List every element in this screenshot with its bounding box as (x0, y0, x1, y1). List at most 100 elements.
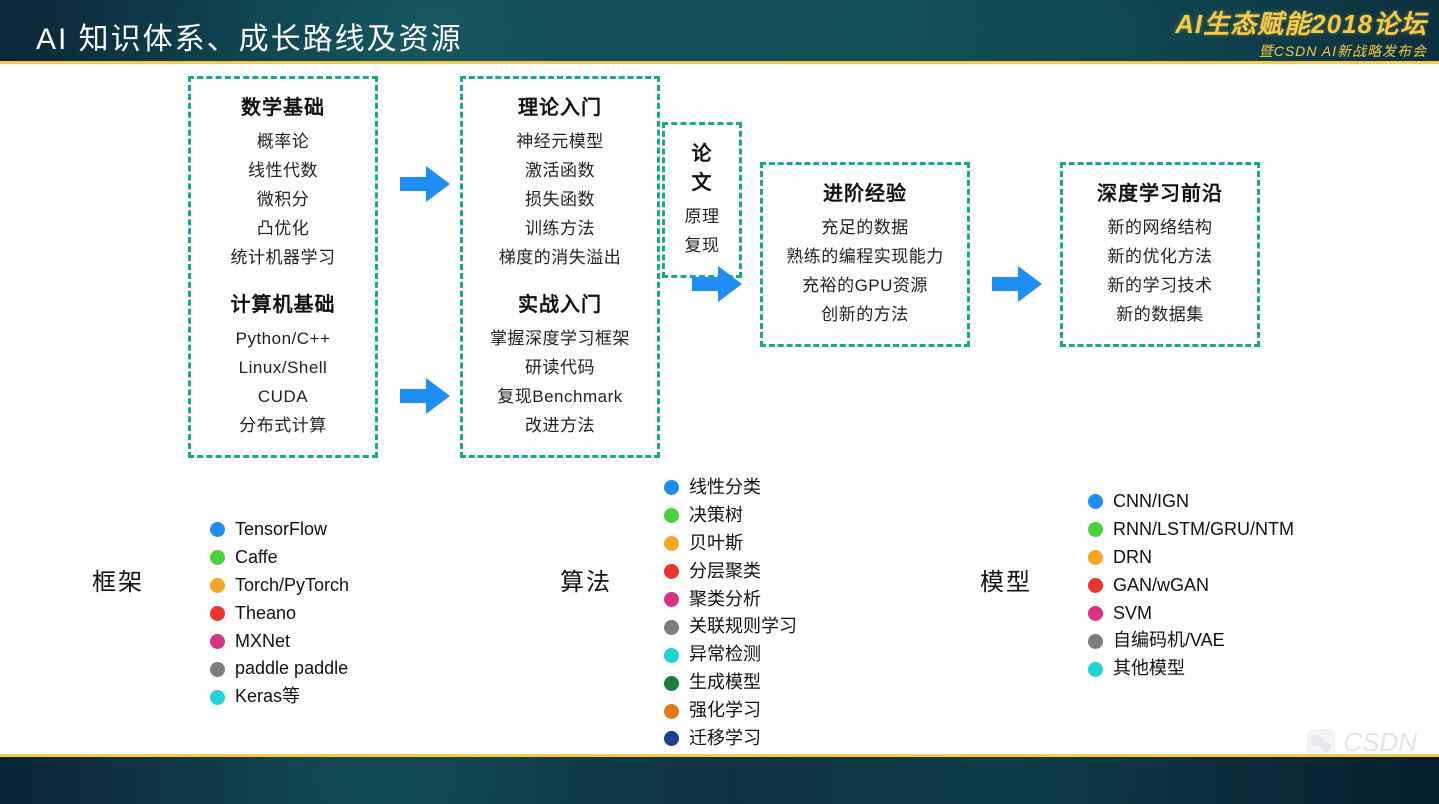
bullet-frameworks-1: Caffe (210, 544, 349, 572)
arrow-2 (690, 262, 744, 306)
arrow-0 (398, 162, 452, 206)
bullet-models-2: DRN (1088, 544, 1294, 572)
bullet-text: 其他模型 (1113, 655, 1185, 683)
brand-sub: 暨CSDN AI新战略发布会 (1175, 41, 1427, 61)
bullet-text: 强化学习 (689, 697, 761, 725)
bullet-list-models: CNN/IGNRNN/LSTM/GRU/NTMDRNGAN/wGANSVM自编码… (1088, 488, 1294, 683)
bullet-models-4: SVM (1088, 600, 1294, 628)
top-banner: AI 知识体系、成长路线及资源 AI生态赋能2018论坛 暨CSDN AI新战略… (0, 0, 1439, 64)
box-foundations-item-0-4: 统计机器学习 (209, 244, 357, 273)
bullet-models-0: CNN/IGN (1088, 488, 1294, 516)
bullet-text: GAN/wGAN (1113, 572, 1209, 600)
bullet-models-6: 其他模型 (1088, 655, 1294, 683)
box-advanced: 进阶经验充足的数据熟练的编程实现能力充裕的GPU资源创新的方法 (760, 162, 970, 347)
box-intro-item-0-3: 训练方法 (481, 215, 639, 244)
bottom-banner (0, 754, 1439, 804)
box-foundations-item-1-3: 分布式计算 (209, 412, 357, 441)
bullet-text: 贝叶斯 (689, 530, 743, 558)
dot-icon (664, 704, 679, 719)
box-frontier-title-0: 深度学习前沿 (1081, 177, 1239, 206)
box-foundations-title-0: 数学基础 (209, 91, 357, 120)
bullet-text: Caffe (235, 544, 278, 572)
dot-icon (664, 620, 679, 635)
bullet-frameworks-4: MXNet (210, 628, 349, 656)
bullet-text: SVM (1113, 600, 1152, 628)
dot-icon (1088, 606, 1103, 621)
dot-icon (1088, 494, 1103, 509)
box-foundations-item-1-2: CUDA (209, 383, 357, 412)
page-title: AI 知识体系、成长路线及资源 (36, 14, 463, 58)
bullet-text: 决策树 (689, 502, 743, 530)
box-foundations-item-0-1: 线性代数 (209, 157, 357, 186)
box-frontier-item-0-0: 新的网络结构 (1081, 214, 1239, 243)
box-foundations-item-1-0: Python/C++ (209, 325, 357, 354)
dot-icon (664, 480, 679, 495)
box-intro-title-0: 理论入门 (481, 91, 639, 120)
box-frontier-item-0-2: 新的学习技术 (1081, 272, 1239, 301)
box-intro: 理论入门神经元模型激活函数损失函数训练方法梯度的消失溢出实战入门掌握深度学习框架… (460, 76, 660, 458)
category-label-frameworks: 框架 (92, 562, 144, 597)
box-foundations-item-0-2: 微积分 (209, 186, 357, 215)
box-advanced-title-0: 进阶经验 (781, 177, 949, 206)
box-paper-item-0-0: 原理 (683, 203, 721, 232)
dot-icon (210, 606, 225, 621)
bullet-algorithms-6: 异常检测 (664, 641, 797, 669)
bullet-text: 聚类分析 (689, 586, 761, 614)
wechat-icon (1307, 729, 1335, 757)
dot-icon (210, 578, 225, 593)
box-foundations-item-1-1: Linux/Shell (209, 354, 357, 383)
box-foundations-item-0-0: 概率论 (209, 128, 357, 157)
box-frontier-item-0-1: 新的优化方法 (1081, 243, 1239, 272)
box-advanced-item-0-3: 创新的方法 (781, 301, 949, 330)
box-advanced-item-0-0: 充足的数据 (781, 214, 949, 243)
bullet-frameworks-2: Torch/PyTorch (210, 572, 349, 600)
bullet-text: 关联规则学习 (689, 613, 797, 641)
brand-main: AI生态赋能2018论坛 (1175, 4, 1427, 41)
box-intro-item-1-2: 复现Benchmark (481, 383, 639, 412)
bullet-algorithms-5: 关联规则学习 (664, 613, 797, 641)
dot-icon (1088, 578, 1103, 593)
dot-icon (664, 592, 679, 607)
dot-icon (664, 508, 679, 523)
bullet-algorithms-7: 生成模型 (664, 669, 797, 697)
bullet-algorithms-4: 聚类分析 (664, 586, 797, 614)
bullet-text: 迁移学习 (689, 725, 761, 753)
dot-icon (210, 662, 225, 677)
bullet-text: DRN (1113, 544, 1152, 572)
box-foundations: 数学基础概率论线性代数微积分凸优化统计机器学习计算机基础 Python/C++Li… (188, 76, 378, 458)
box-foundations-item-0-3: 凸优化 (209, 215, 357, 244)
dot-icon (1088, 522, 1103, 537)
diagram-canvas: 数学基础概率论线性代数微积分凸优化统计机器学习计算机基础 Python/C++Li… (0, 64, 1439, 754)
bullet-algorithms-0: 线性分类 (664, 474, 797, 502)
box-foundations-title-1: 计算机基础 (209, 288, 357, 317)
box-advanced-item-0-1: 熟练的编程实现能力 (781, 243, 949, 272)
category-label-algorithms: 算法 (560, 562, 612, 597)
bullet-algorithms-9: 迁移学习 (664, 725, 797, 753)
bullet-algorithms-2: 贝叶斯 (664, 530, 797, 558)
box-frontier: 深度学习前沿新的网络结构新的优化方法新的学习技术新的数据集 (1060, 162, 1260, 347)
category-label-models: 模型 (980, 562, 1032, 597)
bullet-frameworks-5: paddle paddle (210, 655, 349, 683)
bullet-frameworks-3: Theano (210, 600, 349, 628)
box-paper-title-0: 论文 (683, 137, 721, 195)
box-advanced-item-0-2: 充裕的GPU资源 (781, 272, 949, 301)
bullet-algorithms-1: 决策树 (664, 502, 797, 530)
box-paper: 论文原理复现 (662, 122, 742, 278)
dot-icon (210, 550, 225, 565)
box-paper-item-0-1: 复现 (683, 232, 721, 261)
dot-icon (664, 536, 679, 551)
bullet-text: RNN/LSTM/GRU/NTM (1113, 516, 1294, 544)
box-intro-item-0-4: 梯度的消失溢出 (481, 244, 639, 273)
dot-icon (210, 690, 225, 705)
bullet-text: CNN/IGN (1113, 488, 1189, 516)
bullet-text: 分层聚类 (689, 558, 761, 586)
bullet-algorithms-3: 分层聚类 (664, 558, 797, 586)
bullet-models-1: RNN/LSTM/GRU/NTM (1088, 516, 1294, 544)
box-intro-item-0-0: 神经元模型 (481, 128, 639, 157)
box-intro-title-1: 实战入门 (481, 288, 639, 317)
dot-icon (664, 564, 679, 579)
arrow-1 (398, 374, 452, 418)
box-intro-item-1-1: 研读代码 (481, 354, 639, 383)
dot-icon (664, 648, 679, 663)
bullet-models-3: GAN/wGAN (1088, 572, 1294, 600)
